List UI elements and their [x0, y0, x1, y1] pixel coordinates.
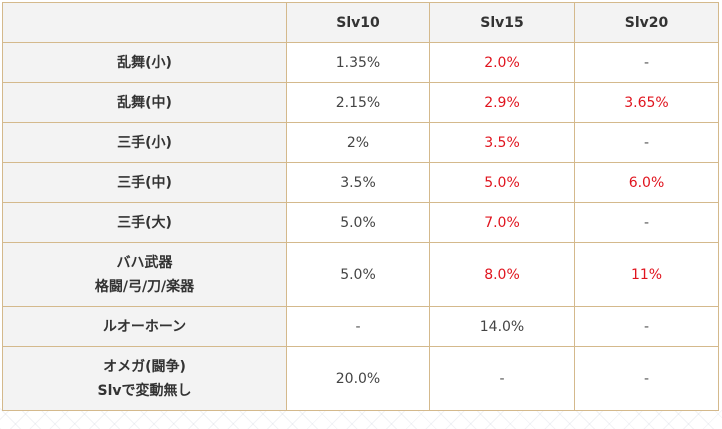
cell-slv15: 14.0%: [429, 306, 575, 347]
cell-slv20: -: [574, 122, 719, 163]
cell-slv10: 5.0%: [286, 242, 430, 307]
table-row: 乱舞(中) 2.15% 2.9% 3.65%: [2, 82, 719, 123]
table-header-row: Slv10 Slv15 Slv20: [2, 2, 719, 43]
row-label: 三手(中): [2, 162, 287, 203]
table-row: 三手(中) 3.5% 5.0% 6.0%: [2, 162, 719, 203]
cell-slv10: -: [286, 306, 430, 347]
row-label: 乱舞(中): [2, 82, 287, 123]
table-row: 乱舞(小) 1.35% 2.0% -: [2, 42, 719, 83]
row-label: ルオーホーン: [2, 306, 287, 347]
cell-slv15: -: [429, 346, 575, 411]
cell-slv10: 20.0%: [286, 346, 430, 411]
header-slv15: Slv15: [429, 2, 575, 43]
cell-slv10: 5.0%: [286, 202, 430, 243]
cell-slv20: -: [574, 346, 719, 411]
cell-slv20: -: [574, 202, 719, 243]
cell-slv10: 2.15%: [286, 82, 430, 123]
cell-slv20: 11%: [574, 242, 719, 307]
cell-slv15: 7.0%: [429, 202, 575, 243]
cell-slv20: -: [574, 306, 719, 347]
table-row: ルオーホーン - 14.0% -: [2, 306, 719, 347]
cell-slv15: 3.5%: [429, 122, 575, 163]
row-label: 三手(大): [2, 202, 287, 243]
cell-slv15: 2.0%: [429, 42, 575, 83]
header-slv10: Slv10: [286, 2, 430, 43]
row-label: バハ武器 格闘/弓/刀/楽器: [2, 242, 287, 307]
row-label: オメガ(闘争) Slvで変動無し: [2, 346, 287, 411]
row-label: 乱舞(小): [2, 42, 287, 83]
cell-slv15: 2.9%: [429, 82, 575, 123]
cell-slv20: -: [574, 42, 719, 83]
cell-slv10: 3.5%: [286, 162, 430, 203]
skill-value-table: Slv10 Slv15 Slv20 乱舞(小) 1.35% 2.0% - 乱舞(…: [2, 2, 719, 411]
cell-slv20: 6.0%: [574, 162, 719, 203]
header-corner-cell: [2, 2, 287, 43]
cell-slv20: 3.65%: [574, 82, 719, 123]
table-row: オメガ(闘争) Slvで変動無し 20.0% - -: [2, 346, 719, 411]
table-row: バハ武器 格闘/弓/刀/楽器 5.0% 8.0% 11%: [2, 242, 719, 307]
cell-slv15: 8.0%: [429, 242, 575, 307]
cell-slv10: 2%: [286, 122, 430, 163]
table-row: 三手(小) 2% 3.5% -: [2, 122, 719, 163]
table-row: 三手(大) 5.0% 7.0% -: [2, 202, 719, 243]
cell-slv10: 1.35%: [286, 42, 430, 83]
row-label: 三手(小): [2, 122, 287, 163]
cell-slv15: 5.0%: [429, 162, 575, 203]
header-slv20: Slv20: [574, 2, 719, 43]
